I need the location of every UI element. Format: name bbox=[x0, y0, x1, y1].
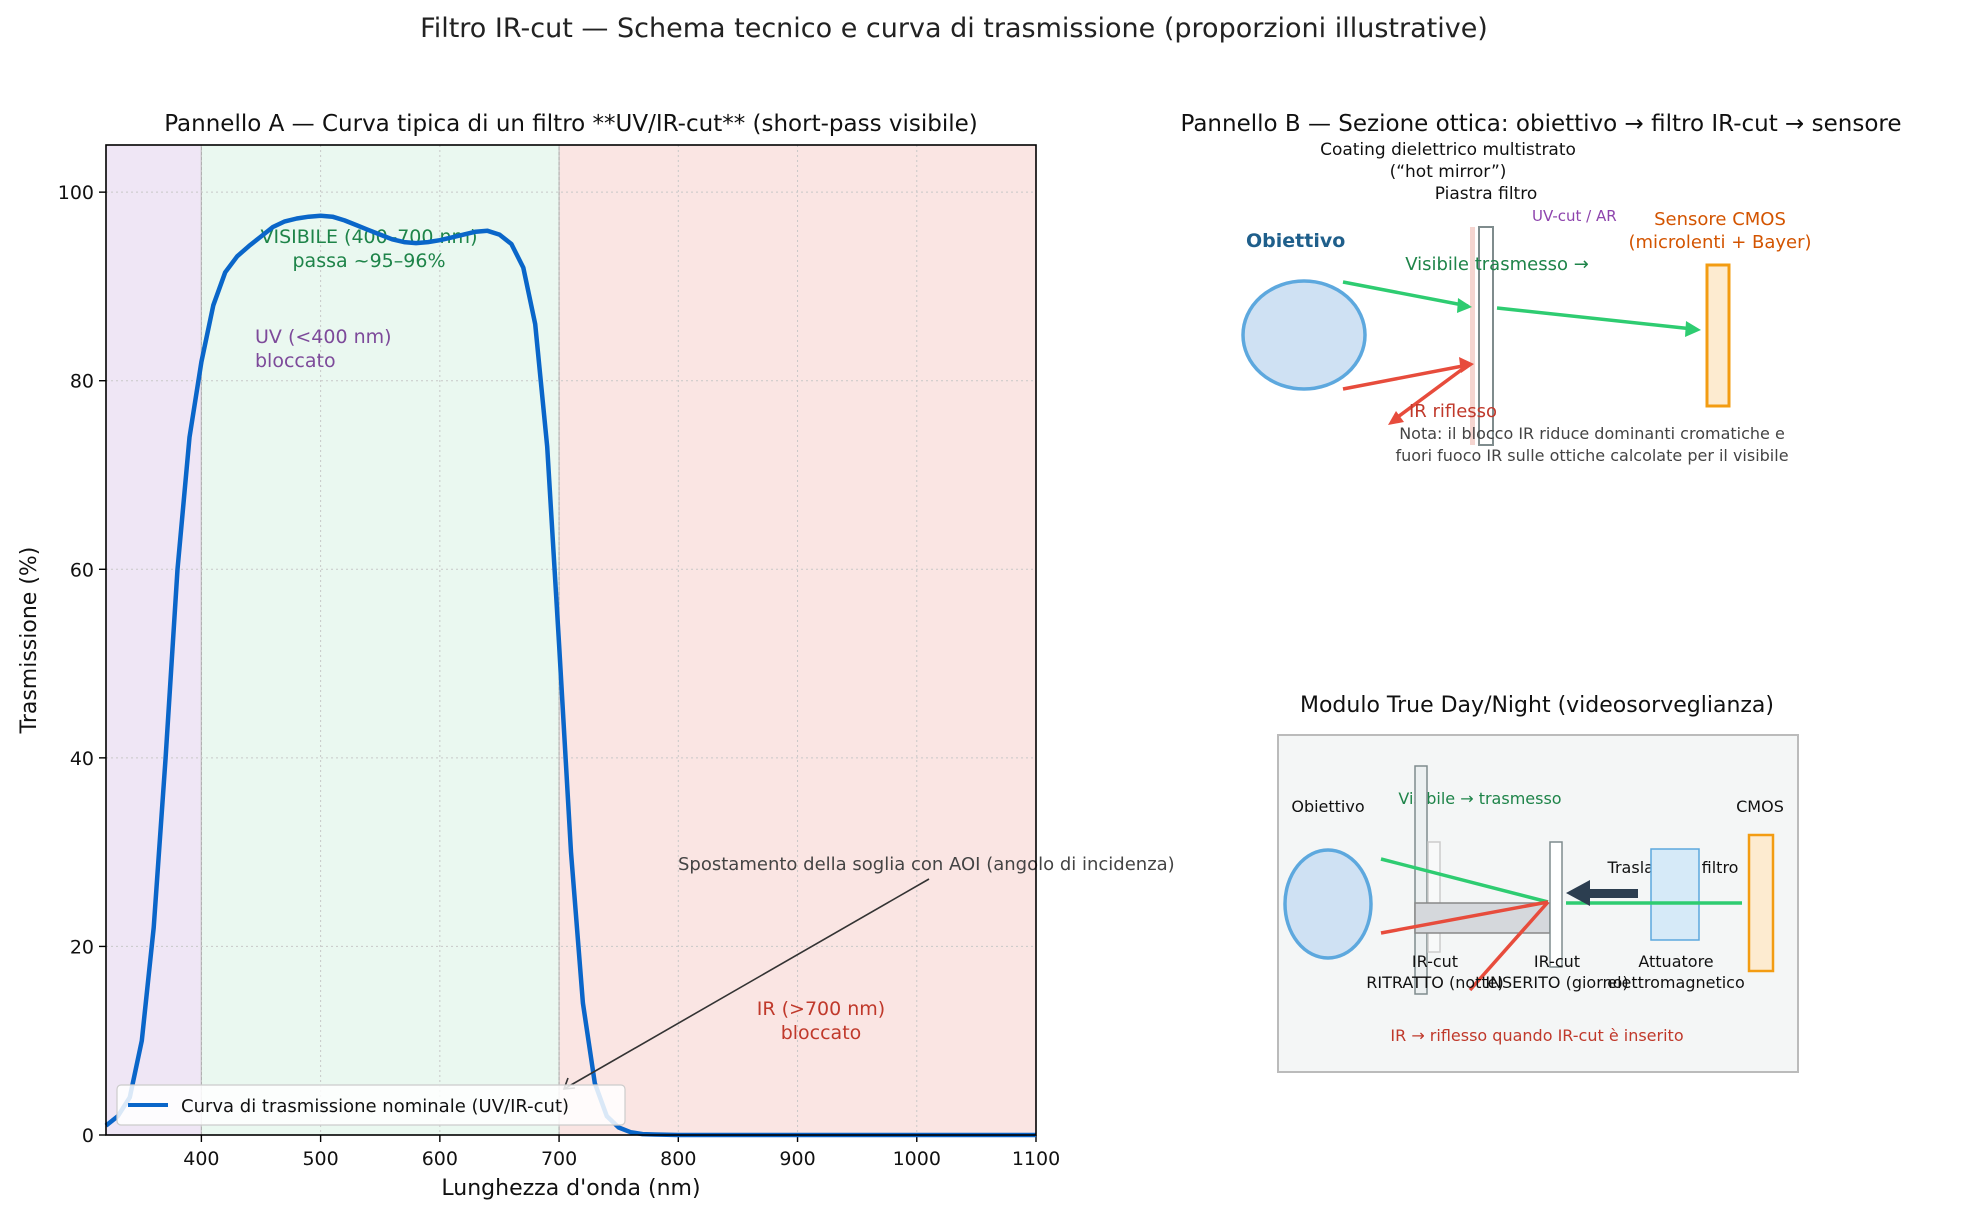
module-lens-label: Obiettivo bbox=[1291, 797, 1364, 816]
aoi-annotation: Spostamento della soglia con AOI (angolo… bbox=[678, 854, 1175, 875]
x-tick-label: 1000 bbox=[893, 1148, 941, 1170]
x-tick-label: 1100 bbox=[1012, 1148, 1060, 1170]
y-tick-label: 80 bbox=[70, 371, 94, 393]
actuator-label-line1: Attuatore bbox=[1638, 952, 1713, 971]
inserted-label-line1: IR-cut bbox=[1534, 952, 1580, 971]
sensor-icon bbox=[1705, 263, 1731, 408]
ir-cut-retracted bbox=[1414, 765, 1428, 995]
ir-annotation-line2: bloccato bbox=[781, 1022, 862, 1044]
ir-cut-inserted bbox=[1549, 841, 1563, 968]
ir-cut-retracted-ghost bbox=[1427, 841, 1441, 953]
uv-annotation-line1: UV (<400 nm) bbox=[255, 326, 392, 348]
module-ir-ray-reflected bbox=[1468, 900, 1550, 992]
x-tick-label: 700 bbox=[541, 1148, 577, 1170]
x-tick-label: 500 bbox=[302, 1148, 338, 1170]
filter-rail bbox=[1414, 902, 1551, 934]
legend: Curva di trasmissione nominale (UV/IR-cu… bbox=[116, 1084, 626, 1126]
x-tick-label: 600 bbox=[422, 1148, 458, 1170]
y-tick-label: 60 bbox=[70, 559, 94, 581]
visible-ray-in-head bbox=[1457, 298, 1472, 313]
visible-transmitted-label: Visibile trasmesso → bbox=[1405, 254, 1589, 275]
visible-ray-in bbox=[1342, 280, 1469, 308]
chart-title: Pannello A — Curva tipica di un filtro *… bbox=[164, 111, 978, 137]
y-tick-label: 100 bbox=[58, 182, 94, 204]
panel-b-optical-section: Pannello B — Sezione ottica: obiettivo →… bbox=[1181, 111, 1902, 465]
y-tick-label: 40 bbox=[70, 748, 94, 770]
module-cmos-label: CMOS bbox=[1736, 797, 1784, 816]
panel-b-title: Pannello B — Sezione ottica: obiettivo →… bbox=[1181, 111, 1902, 137]
plot-frame bbox=[105, 144, 1037, 1136]
inserted-label-line2: INSERITO (giorno) bbox=[1485, 973, 1628, 992]
module-ir-ray-in bbox=[1380, 900, 1549, 935]
coating-label-line1: Coating dielettrico multistrato bbox=[1320, 140, 1576, 160]
uv-annotation-line2: bloccato bbox=[255, 350, 336, 372]
ir-ray-in bbox=[1342, 363, 1469, 391]
figure-title: Filtro IR-cut — Schema tecnico e curva d… bbox=[420, 13, 1488, 44]
module-cmos-icon bbox=[1747, 833, 1775, 973]
translation-arrow-shaft bbox=[1586, 889, 1638, 898]
module-ir-note: IR → riflesso quando IR-cut è inserito bbox=[1390, 1026, 1683, 1045]
x-tick-label: 400 bbox=[183, 1148, 219, 1170]
actuator-label-line2: elettromagnetico bbox=[1607, 973, 1745, 992]
band-visibile bbox=[201, 145, 560, 1135]
y-tick-label: 20 bbox=[70, 936, 94, 958]
x-axis-ticks: 400 500 600 700 800 900 1000 1100 bbox=[183, 1135, 1060, 1170]
y-axis-label: Trasmissione (%) bbox=[17, 547, 42, 735]
legend-box bbox=[116, 1084, 626, 1126]
ir-ray-reflected-head bbox=[1388, 411, 1404, 425]
filter-plate bbox=[1478, 226, 1494, 446]
band-uv bbox=[106, 145, 202, 1135]
translation-arrow-head bbox=[1566, 880, 1590, 906]
x-tick-label: 800 bbox=[660, 1148, 696, 1170]
ir-reflected-label: IR riflesso bbox=[1409, 401, 1497, 422]
aoi-arrow bbox=[563, 878, 930, 1090]
x-tick-label: 900 bbox=[779, 1148, 815, 1170]
panel-c-title: Modulo True Day/Night (videosorveglianza… bbox=[1300, 693, 1774, 718]
visible-annotation-line2: passa ~95–96% bbox=[292, 250, 445, 272]
module-lens-icon bbox=[1283, 848, 1373, 960]
coating-label-line2: (“hot mirror”) bbox=[1390, 162, 1507, 182]
legend-label: Curva di trasmissione nominale (UV/IR-cu… bbox=[181, 1096, 569, 1117]
x-axis-label: Lunghezza d'onda (nm) bbox=[441, 1176, 700, 1201]
module-visible-ray-in bbox=[1380, 857, 1549, 904]
retracted-label-line1: IR-cut bbox=[1412, 952, 1458, 971]
visible-ray-out bbox=[1496, 306, 1694, 331]
coating-layer bbox=[1470, 227, 1475, 445]
lens-label: Obiettivo bbox=[1246, 230, 1345, 252]
module-visible-label: Visibile → trasmesso bbox=[1398, 789, 1561, 808]
filter-plate-label: Piastra filtro bbox=[1435, 184, 1537, 204]
ir-annotation-line1: IR (>700 nm) bbox=[757, 998, 885, 1020]
actuator-icon bbox=[1650, 848, 1700, 941]
panel-a-chart: Pannello A — Curva tipica di un filtro *… bbox=[17, 111, 1175, 1201]
y-axis-ticks: 0 20 40 60 80 100 bbox=[58, 182, 106, 1147]
spectral-bands bbox=[106, 145, 1036, 1135]
ir-ray-reflected bbox=[1393, 363, 1470, 421]
panel-c-day-night-module: Modulo True Day/Night (videosorveglianza… bbox=[1277, 693, 1799, 1073]
sensor-label-line2: (microlenti + Bayer) bbox=[1628, 232, 1811, 253]
lens-icon bbox=[1241, 279, 1367, 391]
retracted-label-line2: RITRATTO (notte) bbox=[1366, 973, 1504, 992]
y-tick-label: 0 bbox=[82, 1125, 94, 1147]
visible-ray-out-head bbox=[1685, 321, 1701, 337]
uv-cut-label: UV-cut / AR bbox=[1532, 207, 1617, 225]
note-line2: fuori fuoco IR sulle ottiche calcolate p… bbox=[1395, 446, 1788, 465]
sensor-label-line1: Sensore CMOS bbox=[1654, 209, 1786, 230]
note-line1: Nota: il blocco IR riduce dominanti crom… bbox=[1399, 424, 1785, 443]
